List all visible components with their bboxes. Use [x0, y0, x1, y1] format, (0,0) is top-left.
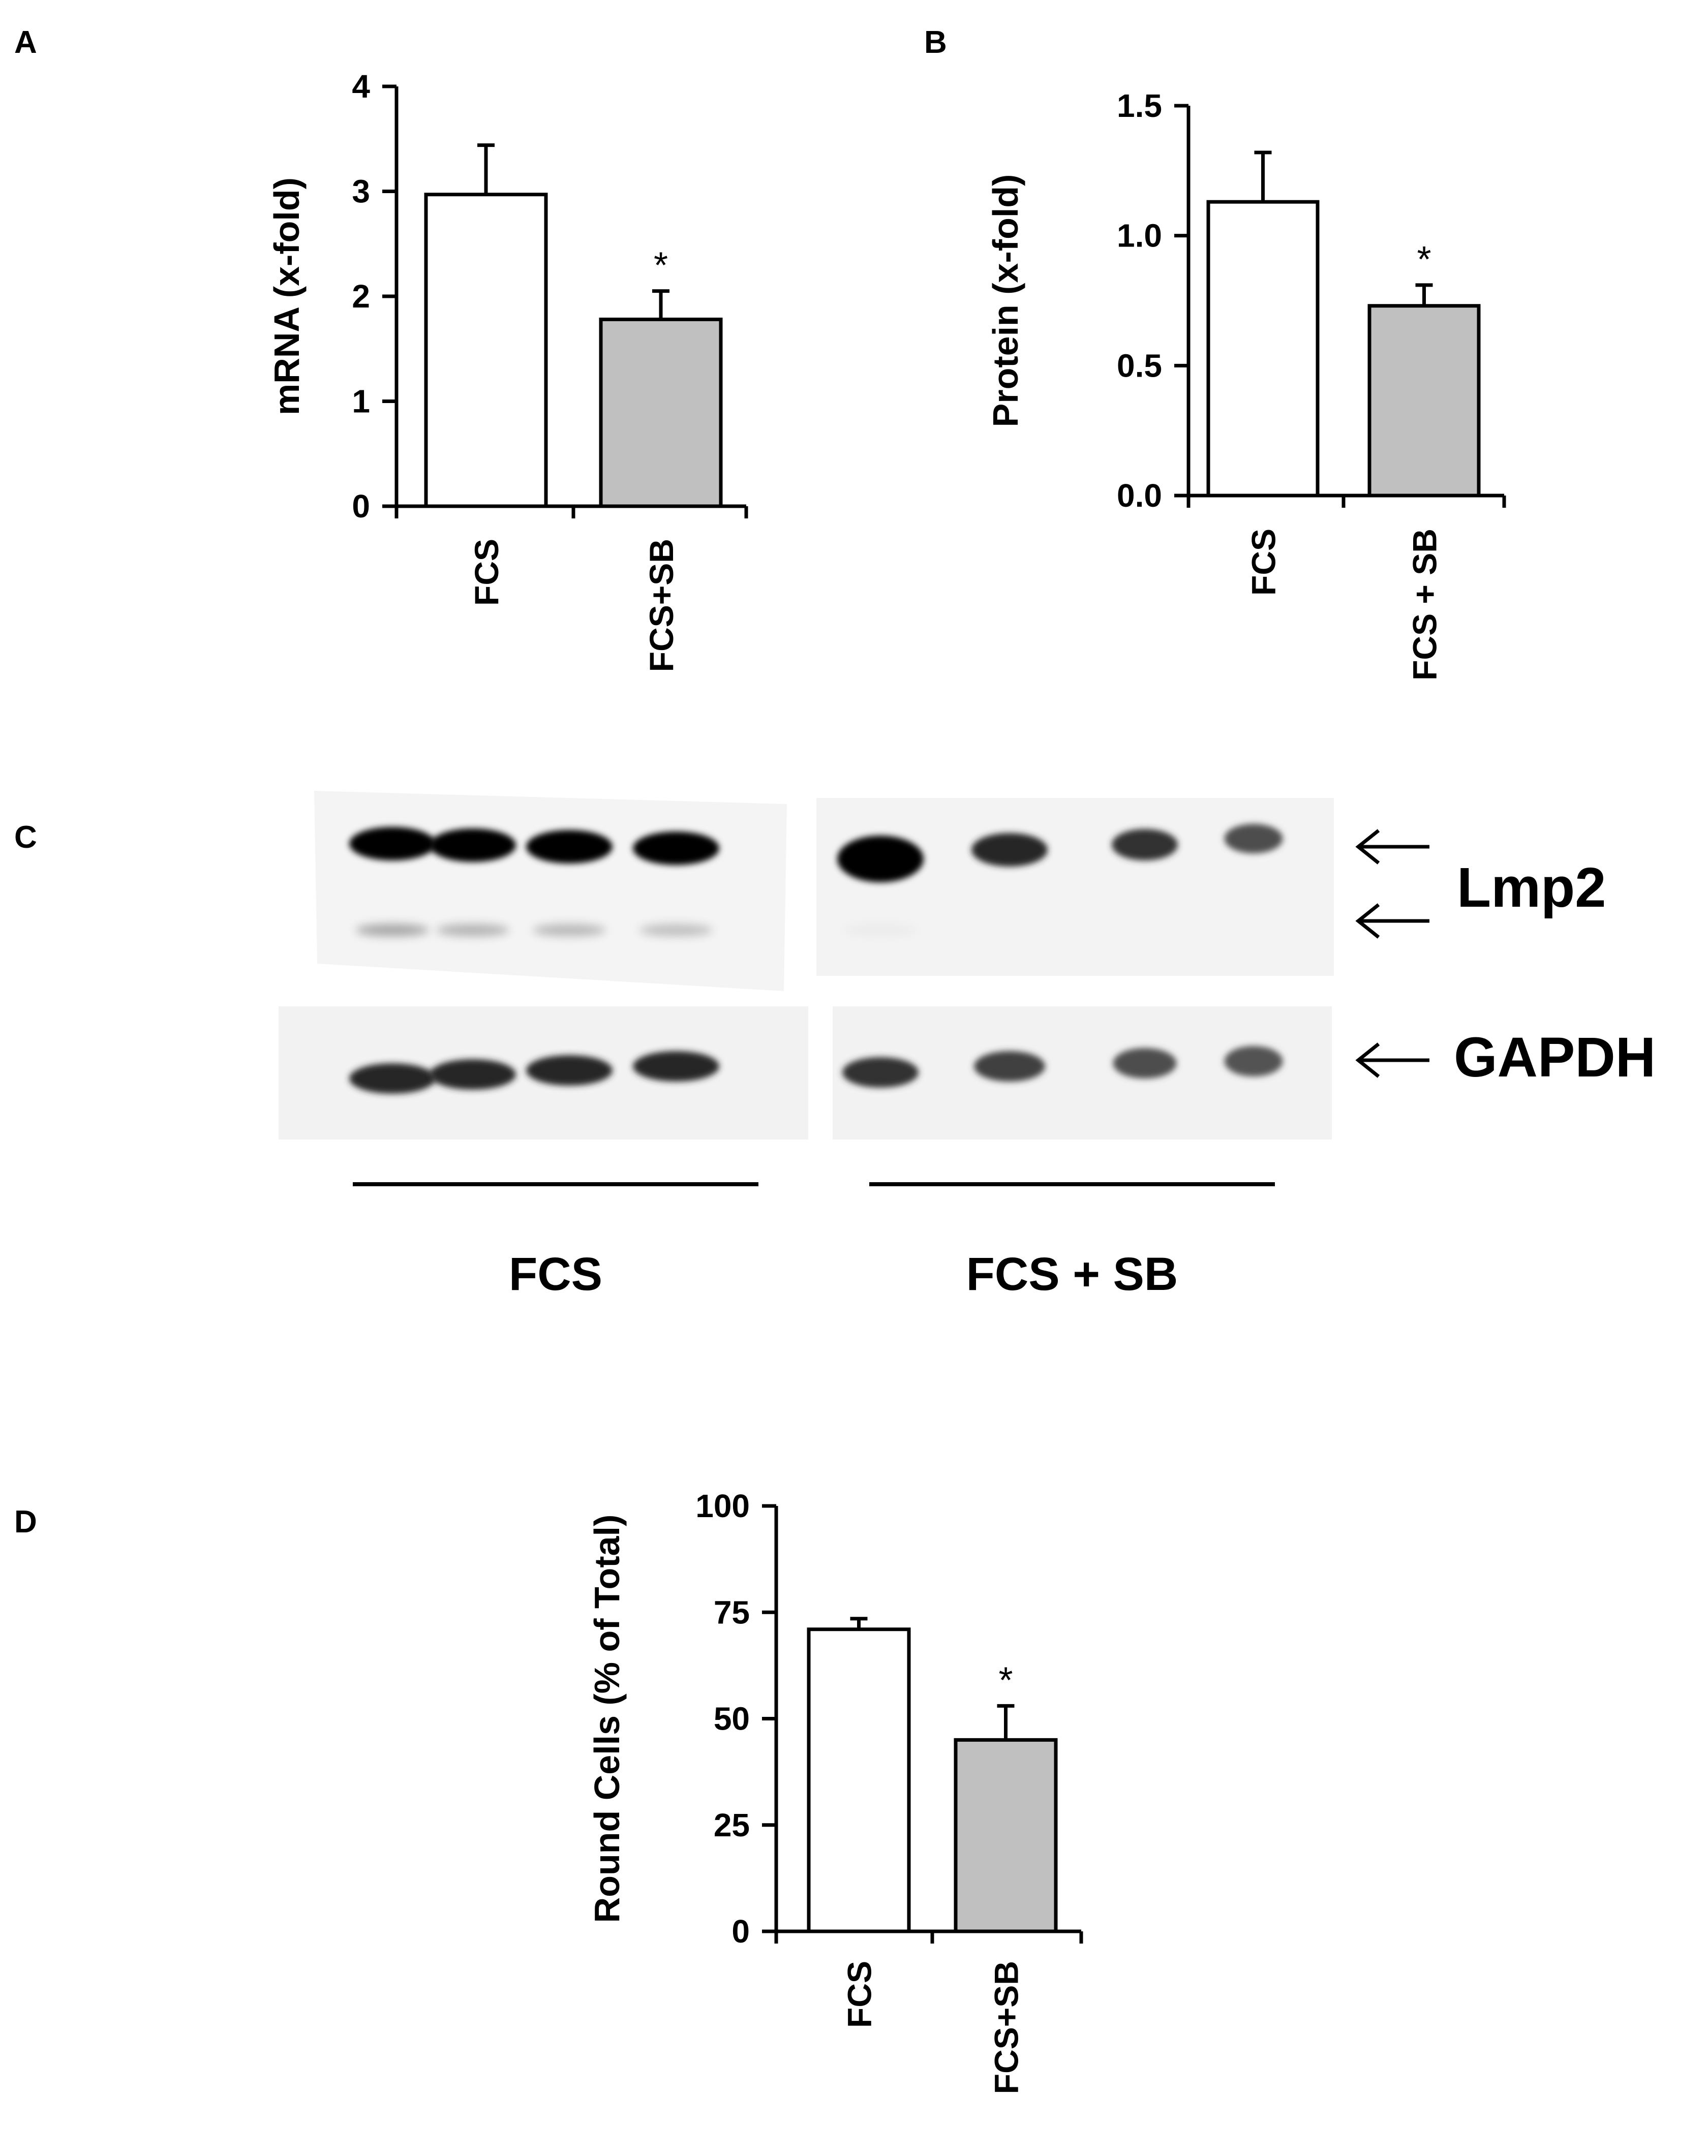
y-tick-label: 3: [352, 173, 370, 210]
significance-marker: *: [654, 245, 668, 286]
chart-panel-d: FCS * FCS+SB 0 25 50 75 100 Round Cells (% of To…: [587, 1488, 1083, 2094]
panel-letter-a: A: [14, 25, 37, 60]
y-axis-title: mRNA (x-fold): [267, 177, 307, 415]
blot-membrane-lmp2-fcs: [314, 791, 787, 991]
y-tick-label: 0.0: [1117, 477, 1162, 514]
lmp2-upper-band: [971, 833, 1048, 867]
lmp2-lower-band: [844, 924, 917, 936]
category-label: FCS + SB: [1406, 529, 1444, 681]
y-tick-label: 75: [714, 1594, 750, 1630]
category-label: FCS: [468, 539, 505, 606]
significance-marker: *: [998, 1660, 1013, 1701]
lmp2-lower-band: [356, 924, 429, 936]
category-label: FCS: [841, 1961, 878, 2028]
band-label-lmp2: Lmp2: [1457, 856, 1606, 919]
bar: [1206, 200, 1320, 498]
y-tick-label: 50: [714, 1701, 750, 1737]
y-axis-title: Protein (x-fold): [986, 174, 1025, 427]
panel-letter-b: B: [924, 25, 947, 60]
lmp2-lower-band: [639, 924, 713, 936]
y-tick-label: 1.0: [1117, 218, 1162, 254]
arrow-lmp2-lower: [1355, 903, 1429, 939]
lmp2-upper-band: [526, 830, 613, 864]
chart-panel-b: FCS * FCS + SB 0.0 0.5 1.0 1.5 Protein (x-fold): [986, 87, 1506, 681]
y-axis-title: Round Cells (% of Total): [587, 1515, 627, 1923]
y-tick-label: 0: [352, 488, 370, 525]
gapdh-band: [1224, 1046, 1283, 1076]
y-tick-label: 100: [695, 1488, 750, 1524]
gapdh-band: [842, 1057, 919, 1088]
category-label: FCS+SB: [643, 539, 680, 672]
significance-marker: *: [1417, 239, 1431, 280]
lmp2-upper-band: [1224, 824, 1283, 853]
bar: [424, 193, 548, 508]
western-blot: Lmp2 GAPDH FCS FCS + SB: [279, 791, 1656, 1300]
arrow-lmp2-upper: [1355, 829, 1429, 865]
gapdh-band: [430, 1059, 516, 1090]
y-tick-label: 1: [352, 383, 370, 420]
group-label-fcs: FCS: [509, 1248, 602, 1300]
panel-letter-c: C: [14, 820, 37, 855]
category-label: FCS+SB: [988, 1961, 1025, 2094]
chart-panel-a: FCS * FCS+SB 0 1 2 3 4 mRNA (x-fold): [267, 68, 748, 672]
bar: [1367, 304, 1481, 498]
gapdh-band: [633, 1051, 719, 1082]
blot-bands: [349, 824, 1283, 1094]
arrow-gapdh: [1355, 1042, 1429, 1078]
y-tick-label: 4: [352, 68, 370, 105]
y-tick-label: 2: [352, 278, 370, 315]
gapdh-band: [526, 1055, 613, 1086]
gapdh-band: [974, 1051, 1045, 1082]
category-label: FCS: [1245, 529, 1283, 596]
lmp2-lower-band: [436, 924, 509, 936]
lmp2-upper-band: [349, 827, 436, 860]
lmp2-lower-band: [533, 924, 606, 936]
y-tick-label: 0: [731, 1913, 750, 1950]
lmp2-upper-band: [633, 831, 719, 865]
gapdh-band: [349, 1063, 436, 1094]
bar: [599, 317, 723, 508]
lmp2-upper-band: [837, 836, 924, 882]
gapdh-band: [1113, 1048, 1177, 1079]
group-label-fcs-sb: FCS + SB: [966, 1248, 1178, 1300]
y-tick-label: 0.5: [1117, 347, 1162, 384]
band-label-gapdh: GAPDH: [1454, 1026, 1656, 1089]
lmp2-upper-band: [430, 828, 516, 862]
panel-letter-d: D: [14, 1504, 37, 1539]
lmp2-upper-band: [1112, 829, 1178, 860]
bar: [807, 1627, 911, 1933]
y-tick-label: 25: [714, 1807, 750, 1843]
bar: [954, 1738, 1058, 1933]
y-tick-label: 1.5: [1117, 87, 1162, 124]
